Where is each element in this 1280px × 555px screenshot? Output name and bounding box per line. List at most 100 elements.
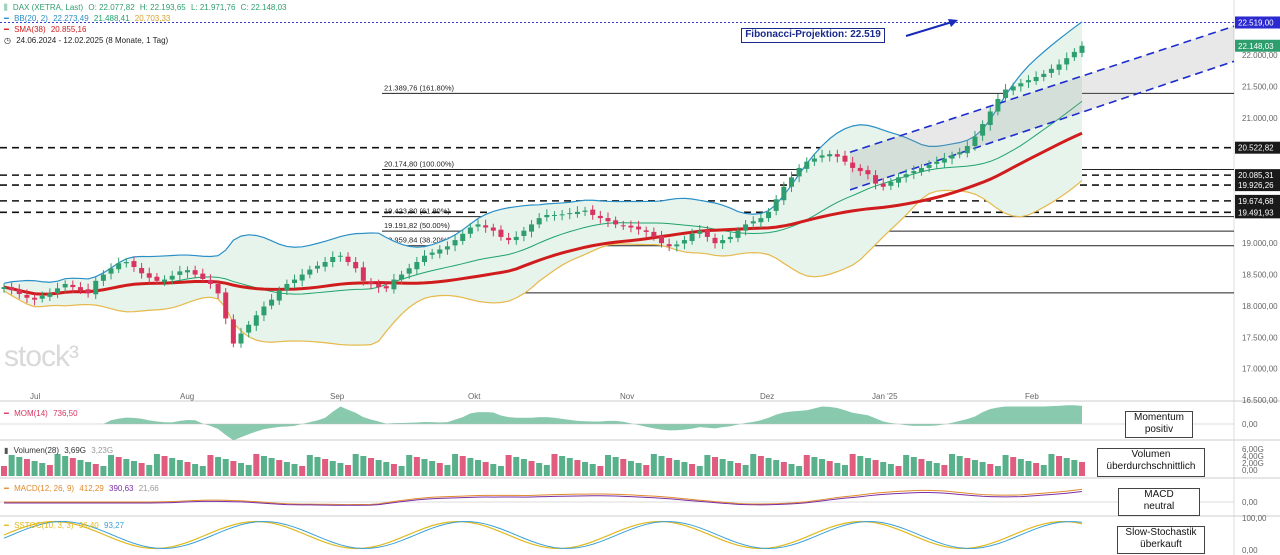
volume-bar [406, 455, 413, 476]
x-month-label: Sep [330, 392, 345, 401]
volume-bar [54, 454, 61, 476]
candle-body [521, 230, 527, 236]
volume-bar [108, 455, 115, 476]
bollinger-lower-line [3, 180, 1083, 346]
volume-bar [719, 459, 726, 476]
fib-level-label: 20.174,80 (100.00%) [384, 160, 455, 169]
volume-bar [834, 463, 841, 476]
volume-bar [505, 455, 512, 476]
volume-bar [620, 459, 627, 476]
candle-body [750, 221, 756, 224]
volume-bar [23, 459, 30, 476]
volume-bar [207, 455, 214, 476]
candle-body [169, 275, 175, 280]
price-tag-label: 19.674,68 [1238, 197, 1274, 206]
candle-body [200, 273, 206, 279]
stoch-k-line [3, 520, 1083, 550]
candle-body [544, 214, 550, 218]
sstoc-callout-line1: Slow-Stochastik [1125, 527, 1197, 538]
vol-axis-label: 6,00G [1242, 445, 1264, 454]
candle-body [437, 249, 443, 254]
volume-bar [1010, 457, 1017, 476]
volume-bar [788, 464, 795, 476]
volume-bar [390, 464, 397, 476]
volume-bar [329, 461, 336, 476]
candle-body [1071, 51, 1077, 58]
candle-body [337, 255, 343, 257]
vol-callout: Volumen überdurchschnittlich [1097, 448, 1205, 477]
price-tag-bg [1235, 141, 1280, 154]
vol-axis-label: 4,00G [1242, 452, 1264, 461]
candle-body [429, 252, 435, 255]
macd-callout: MACD neutral [1118, 488, 1200, 516]
price-tag-label: 19.491,93 [1238, 208, 1274, 217]
sstoc-callout: Slow-Stochastik überkauft [1117, 526, 1205, 554]
volume-bar [819, 459, 826, 476]
candle-body [941, 158, 947, 163]
volume-bar [574, 460, 581, 476]
volume-bar [77, 460, 84, 476]
candle-body [62, 283, 68, 288]
y-tick-label: 22.000,00 [1242, 51, 1278, 60]
trend-channel-upper [849, 25, 1235, 154]
volume-bar [475, 460, 482, 476]
candle-body [24, 294, 30, 298]
volume-bar [169, 458, 176, 476]
price-tag-bg [1235, 206, 1280, 219]
candle-body [712, 237, 718, 244]
volume-bar [85, 462, 92, 476]
candle-body [360, 267, 366, 281]
volume-bar [222, 459, 229, 476]
fib-level-label: 19.191,82 (50.00%) [384, 221, 450, 230]
macd-value2: 390,63 [109, 484, 134, 493]
candle-body [108, 268, 114, 274]
candle-body [529, 224, 535, 232]
volume-bar [39, 463, 46, 476]
candle-body [207, 279, 213, 284]
candle-body [253, 315, 259, 326]
projection-arrow-head [948, 19, 958, 27]
candle-body [452, 240, 458, 246]
volume-bar [926, 461, 933, 476]
open-value: O: 22.077,82 [88, 3, 135, 12]
volume-bar [704, 455, 711, 476]
volume-bar [268, 458, 275, 476]
volume-bar [903, 455, 910, 476]
macd-axis-label: 0,00 [1242, 498, 1258, 507]
volume-bar [1040, 465, 1047, 476]
fib-level-label: 21.389,76 (161.80%) [384, 83, 455, 92]
bb-lower-value: 20.703,33 [134, 14, 171, 23]
candle-body [1033, 76, 1039, 82]
x-month-label: Jul [30, 392, 40, 401]
candle-body [727, 236, 733, 240]
candle-body [399, 274, 405, 280]
high-value: H: 22.193,65 [139, 3, 186, 12]
x-month-label: Nov [620, 392, 634, 401]
volume-bar [16, 457, 23, 476]
candle-body [980, 124, 986, 136]
x-month-label: Okt [468, 392, 481, 401]
price-tag-bg [1235, 179, 1280, 192]
candle-body [467, 227, 473, 234]
x-month-label: Dez [760, 392, 774, 401]
volume-bar [444, 465, 451, 476]
volume-bar [199, 466, 206, 476]
candle-body [811, 158, 817, 162]
candle-body [934, 161, 940, 164]
volume-bar [849, 454, 856, 476]
projection-arrow [905, 21, 953, 37]
candle-body [93, 280, 99, 295]
volume-bar [520, 459, 527, 476]
y-tick-label: 17.000,00 [1242, 365, 1278, 374]
volume-bar [260, 456, 267, 476]
price-tag-top: 22.519,00 [1238, 18, 1274, 27]
candle-body [850, 162, 856, 168]
volume-bar [1033, 463, 1040, 476]
candle-body [758, 218, 764, 223]
bb-mid-value: 21.488,41 [93, 14, 130, 23]
candle-body [177, 271, 183, 275]
volume-bar [130, 461, 137, 476]
candle-body [55, 288, 61, 294]
mom-line-icon: ━ [4, 409, 9, 418]
candle-body [819, 155, 825, 158]
